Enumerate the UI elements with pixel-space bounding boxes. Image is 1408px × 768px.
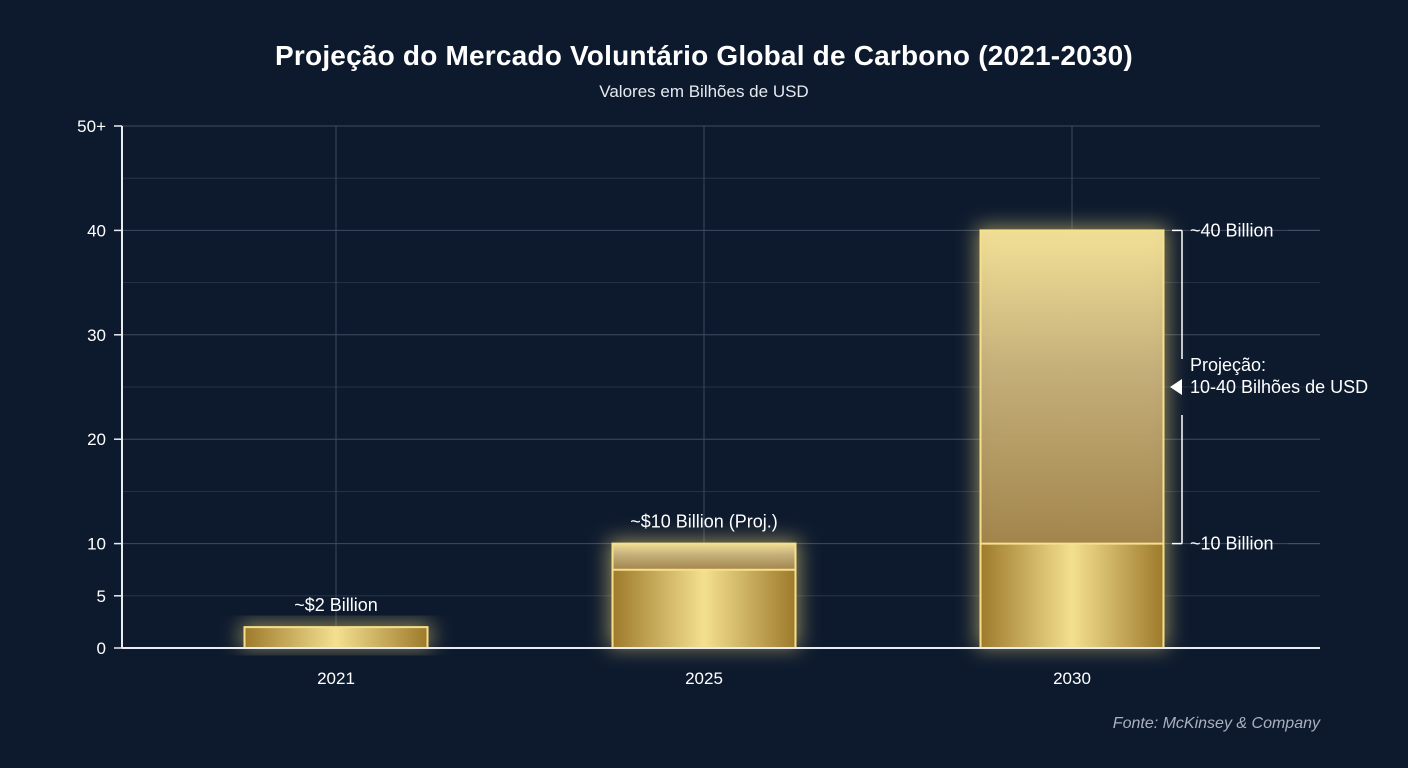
y-tick-label: 5 <box>97 587 106 606</box>
annotation-layer: ~40 Billion ~10 Billion Projeção:10-40 Bil… <box>1170 220 1368 554</box>
label-layer: ~$2 Billion ~$10 Billion (Proj.) <box>294 512 778 616</box>
data-label-2025: ~$10 Billion (Proj.) <box>630 512 778 532</box>
source-note: Fonte: McKinsey & Company <box>1112 715 1320 732</box>
range-text-line2: 10-40 Bilhões de USD <box>1190 377 1368 397</box>
x-tick-label: 2021 <box>317 669 355 688</box>
y-tick-label: 30 <box>87 326 106 345</box>
range-high-label: ~40 Billion <box>1190 220 1274 240</box>
bar-layer <box>243 229 1165 649</box>
bar-solid-2025 <box>612 569 796 648</box>
y-tick-label: 20 <box>87 430 106 449</box>
bar-projected-2030 <box>980 230 1164 544</box>
range-text-line1: Projeção: <box>1190 355 1266 375</box>
y-tick-label: 0 <box>97 639 106 658</box>
x-tick-label: 2025 <box>685 669 723 688</box>
data-label-2021: ~$2 Billion <box>294 595 378 615</box>
bar-projected-2025 <box>612 543 796 570</box>
y-tick-label: 50+ <box>77 117 106 136</box>
chart-title: Projeção do Mercado Voluntário Global de… <box>275 40 1133 71</box>
x-tick-label: 2030 <box>1053 669 1091 688</box>
range-low-label: ~10 Billion <box>1190 534 1274 554</box>
bar-solid-2030 <box>980 543 1164 648</box>
bar-solid-2021 <box>244 627 428 648</box>
range-pointer-icon <box>1170 379 1182 395</box>
chart-subtitle: Valores em Bilhões de USD <box>599 82 809 101</box>
y-tick-label: 40 <box>87 221 106 240</box>
y-tick-label: 10 <box>87 535 106 554</box>
